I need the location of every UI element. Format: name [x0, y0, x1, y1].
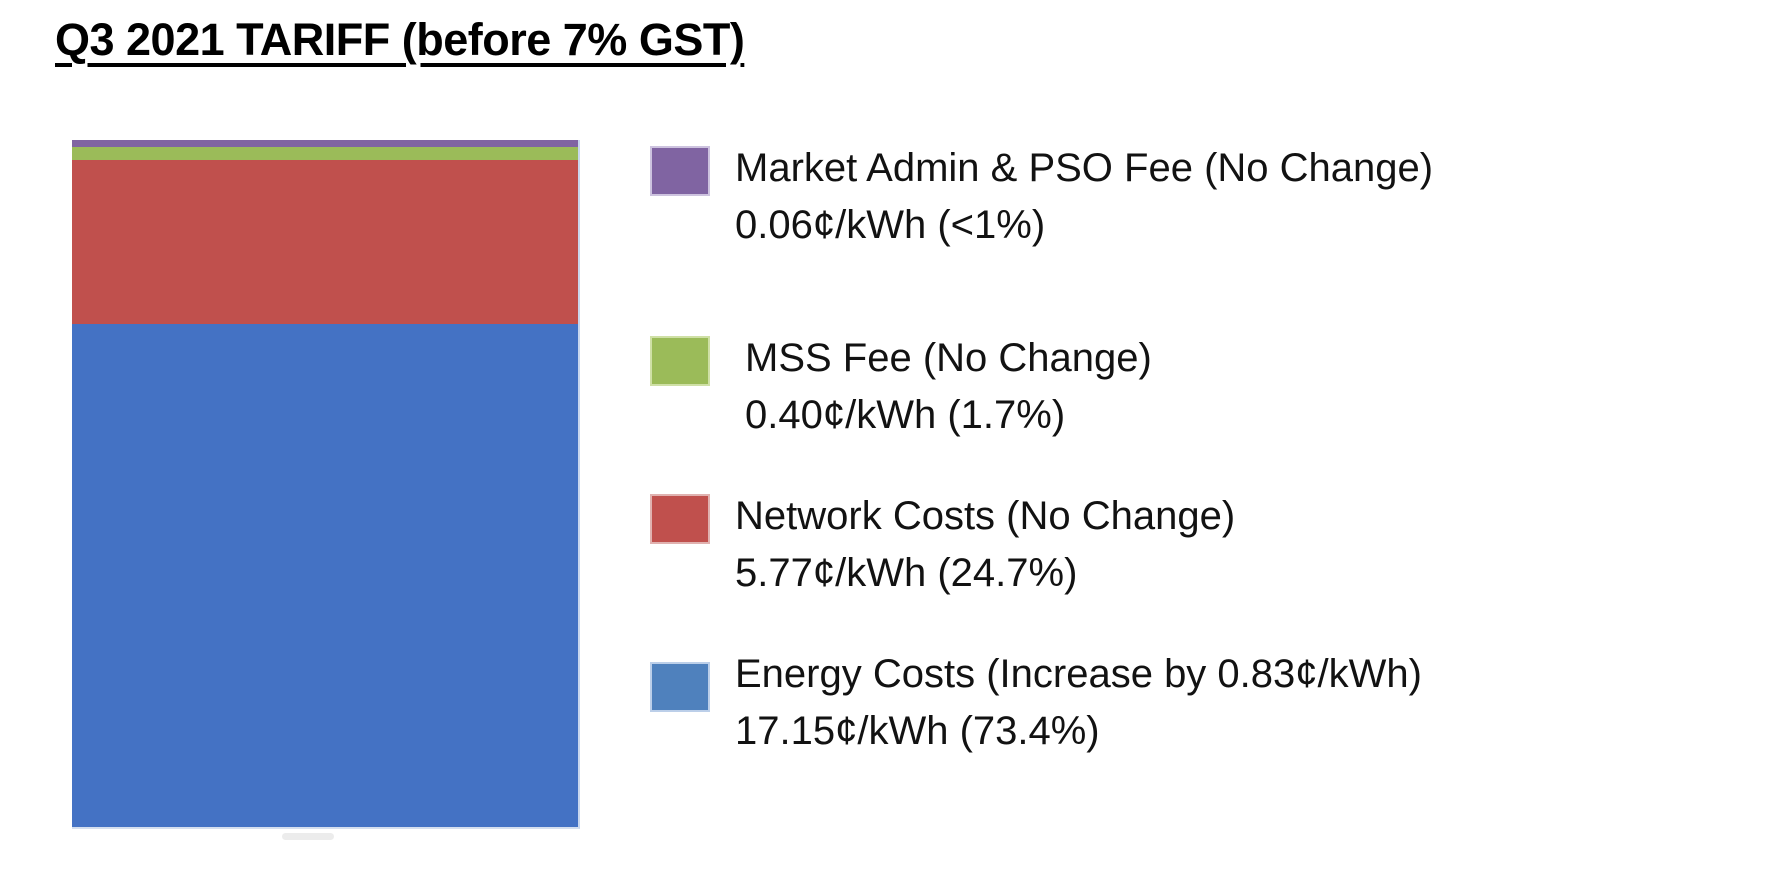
chart-legend: Market Admin & PSO Fee (No Change) 0.06¢… — [650, 0, 1750, 890]
stacked-bar — [72, 140, 580, 829]
bar-segment-market-admin-pso-fee — [72, 140, 578, 147]
legend-item-value: 17.15¢/kWh (73.4%) — [735, 709, 1100, 753]
legend-text-block: Energy Costs (Increase by 0.83¢/kWh) 17.… — [735, 646, 1422, 760]
legend-item-energy-costs: Energy Costs (Increase by 0.83¢/kWh) 17.… — [650, 646, 1422, 760]
legend-item-label: Market Admin & PSO Fee (No Change) — [735, 146, 1434, 190]
legend-text-block: Market Admin & PSO Fee (No Change) 0.06¢… — [735, 140, 1433, 254]
legend-swatch-energy-costs — [650, 662, 710, 712]
legend-item-label: MSS Fee (No Change) — [745, 336, 1152, 380]
legend-swatch-mss-fee — [650, 336, 710, 386]
legend-item-value: 5.77¢/kWh (24.7%) — [735, 551, 1078, 595]
bar-segment-network-costs — [72, 160, 578, 324]
legend-item-label: Energy Costs (Increase by 0.83¢/kWh) — [735, 652, 1422, 696]
legend-swatch-network-costs — [650, 494, 710, 544]
legend-item-value: 0.40¢/kWh (1.7%) — [745, 393, 1066, 437]
chart-title: Q3 2021 TARIFF (before 7% GST) — [55, 14, 745, 65]
legend-item-market-admin-pso-fee: Market Admin & PSO Fee (No Change) 0.06¢… — [650, 140, 1433, 254]
legend-item-value: 0.06¢/kWh (<1%) — [735, 203, 1046, 247]
legend-text-block: Network Costs (No Change) 5.77¢/kWh (24.… — [735, 488, 1235, 602]
legend-item-label: Network Costs (No Change) — [735, 494, 1236, 538]
legend-item-network-costs: Network Costs (No Change) 5.77¢/kWh (24.… — [650, 488, 1235, 602]
faint-artifact-mark — [282, 833, 334, 840]
bar-segment-mss-fee — [72, 147, 578, 160]
legend-text-block: MSS Fee (No Change) 0.40¢/kWh (1.7%) — [745, 330, 1152, 444]
legend-swatch-market-admin-pso-fee — [650, 146, 710, 196]
bar-segment-energy-costs — [72, 324, 578, 827]
legend-item-mss-fee: MSS Fee (No Change) 0.40¢/kWh (1.7%) — [650, 330, 1152, 444]
